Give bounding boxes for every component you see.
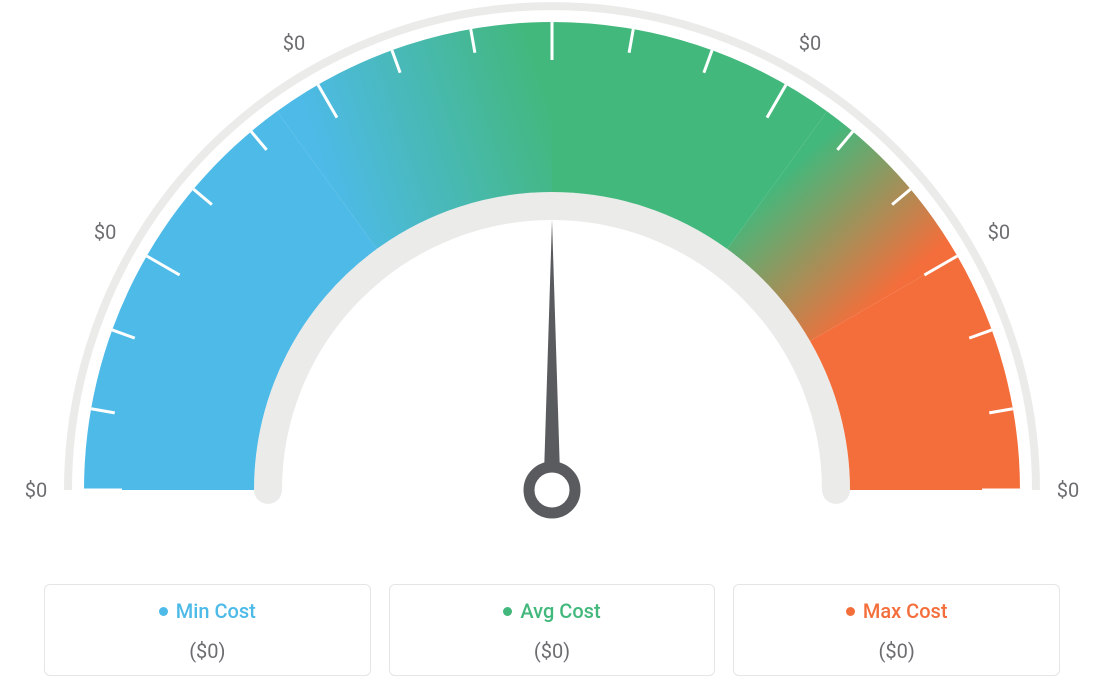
legend-value-min: ($0) xyxy=(55,639,360,663)
legend-value-max: ($0) xyxy=(744,639,1049,663)
gauge-tick-label: $0 xyxy=(283,31,305,55)
gauge-tick-labels: $0$0$0$0$0$0$0 xyxy=(0,0,1104,560)
gauge-tick-label: $0 xyxy=(1057,478,1079,502)
legend-card-max: Max Cost ($0) xyxy=(733,584,1060,676)
legend-card-avg: Avg Cost ($0) xyxy=(389,584,716,676)
legend-label-max: Max Cost xyxy=(863,599,948,623)
gauge-tick-label: $0 xyxy=(799,31,821,55)
legend-label-min: Min Cost xyxy=(176,599,256,623)
legend-row: Min Cost ($0) Avg Cost ($0) Max Cost ($0… xyxy=(0,584,1104,676)
legend-value-avg: ($0) xyxy=(400,639,705,663)
gauge-tick-label: $0 xyxy=(988,220,1010,244)
gauge-chart: $0$0$0$0$0$0$0 xyxy=(0,0,1104,560)
legend-head-max: Max Cost xyxy=(846,599,948,623)
legend-label-avg: Avg Cost xyxy=(520,599,600,623)
gauge-tick-label: $0 xyxy=(25,478,47,502)
legend-card-min: Min Cost ($0) xyxy=(44,584,371,676)
legend-dot-min xyxy=(159,607,168,616)
legend-dot-max xyxy=(846,607,855,616)
gauge-tick-label: $0 xyxy=(94,220,116,244)
legend-dot-avg xyxy=(503,607,512,616)
legend-head-min: Min Cost xyxy=(159,599,256,623)
legend-head-avg: Avg Cost xyxy=(503,599,600,623)
